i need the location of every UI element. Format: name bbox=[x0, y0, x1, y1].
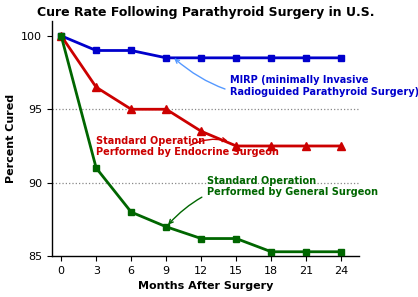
Text: Standard Operation
Performed by General Surgeon: Standard Operation Performed by General … bbox=[169, 176, 378, 224]
Y-axis label: Percent Cured: Percent Cured bbox=[5, 94, 15, 183]
Title: Cure Rate Following Parathyroid Surgery in U.S.: Cure Rate Following Parathyroid Surgery … bbox=[36, 6, 374, 18]
Text: MIRP (minimally Invasive
Radioguided Parathyroid Surgery): MIRP (minimally Invasive Radioguided Par… bbox=[175, 59, 418, 97]
X-axis label: Months After Surgery: Months After Surgery bbox=[138, 282, 273, 291]
Text: Standard Operation
Performed by Endocrine Surgeon: Standard Operation Performed by Endocrin… bbox=[96, 136, 279, 157]
